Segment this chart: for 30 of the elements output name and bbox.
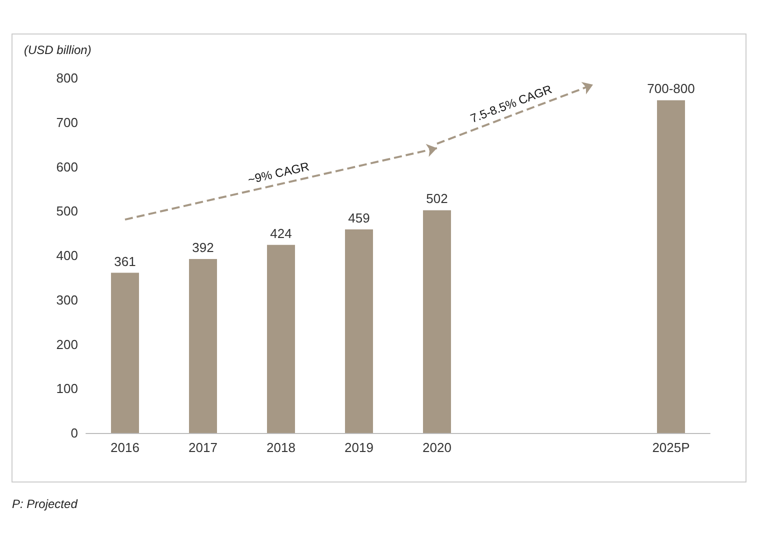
y-tick-label: 300 — [56, 292, 78, 308]
data-label: 502 — [426, 191, 448, 206]
x-tick-label: 2016 — [110, 440, 140, 455]
y-tick-label: 600 — [56, 159, 78, 174]
bar — [345, 229, 373, 433]
x-tick-label: 2017 — [188, 440, 218, 455]
data-label: 700-800 — [647, 81, 695, 96]
bar — [111, 272, 139, 433]
y-tick-label: 100 — [56, 381, 78, 396]
data-label: 459 — [348, 210, 370, 226]
y-tick-label: 700 — [56, 114, 78, 130]
x-tick-label: 2018 — [266, 440, 296, 455]
y-tick-label: 400 — [56, 248, 78, 263]
y-tick-label: 500 — [56, 204, 78, 219]
x-tick-label: 2025P — [652, 440, 690, 455]
bar — [657, 100, 685, 433]
y-tick-label: 0 — [70, 426, 78, 440]
y-tick-label: 200 — [56, 336, 78, 352]
data-label: 361 — [114, 254, 136, 269]
y-axis-title: (USD billion) — [24, 43, 92, 57]
bar — [423, 210, 451, 433]
x-tick-label: 2020 — [422, 440, 452, 455]
annotation: ~9% CAGR — [246, 159, 311, 187]
x-tick-label: 2019 — [344, 440, 374, 455]
text: P: Projected — [12, 497, 78, 511]
bar — [189, 259, 217, 433]
data-label: 424 — [270, 226, 292, 241]
data-label: 392 — [192, 240, 214, 256]
y-tick-label: 800 — [56, 70, 78, 86]
bar — [267, 244, 295, 433]
